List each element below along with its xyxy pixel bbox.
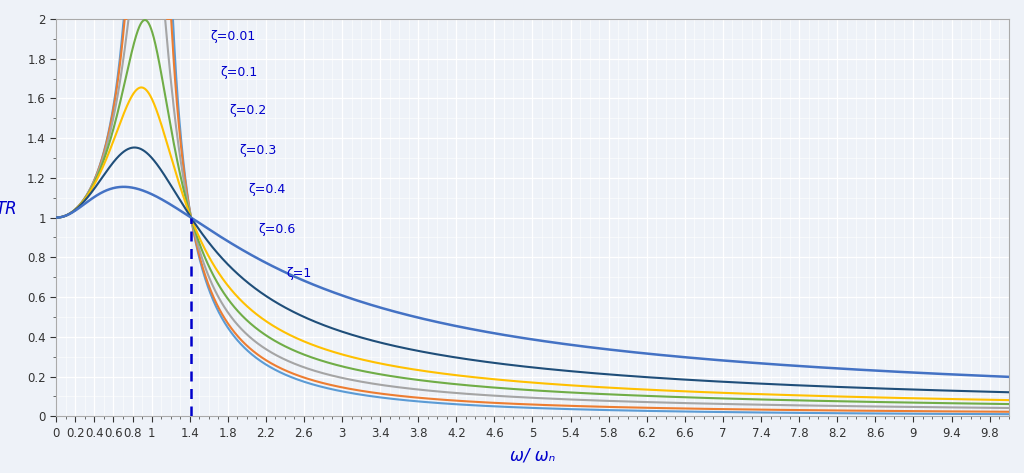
Text: ζ=1: ζ=1 bbox=[287, 267, 312, 280]
Text: ζ=0.6: ζ=0.6 bbox=[258, 223, 296, 236]
Text: ζ=0.2: ζ=0.2 bbox=[229, 104, 267, 117]
Text: ζ=0.4: ζ=0.4 bbox=[249, 183, 286, 196]
Text: ζ=0.01: ζ=0.01 bbox=[211, 30, 256, 44]
Y-axis label: TR: TR bbox=[0, 200, 17, 218]
Text: ζ=0.3: ζ=0.3 bbox=[240, 143, 276, 157]
X-axis label: ω/ ωₙ: ω/ ωₙ bbox=[510, 447, 555, 464]
Text: ζ=0.1: ζ=0.1 bbox=[220, 66, 257, 79]
